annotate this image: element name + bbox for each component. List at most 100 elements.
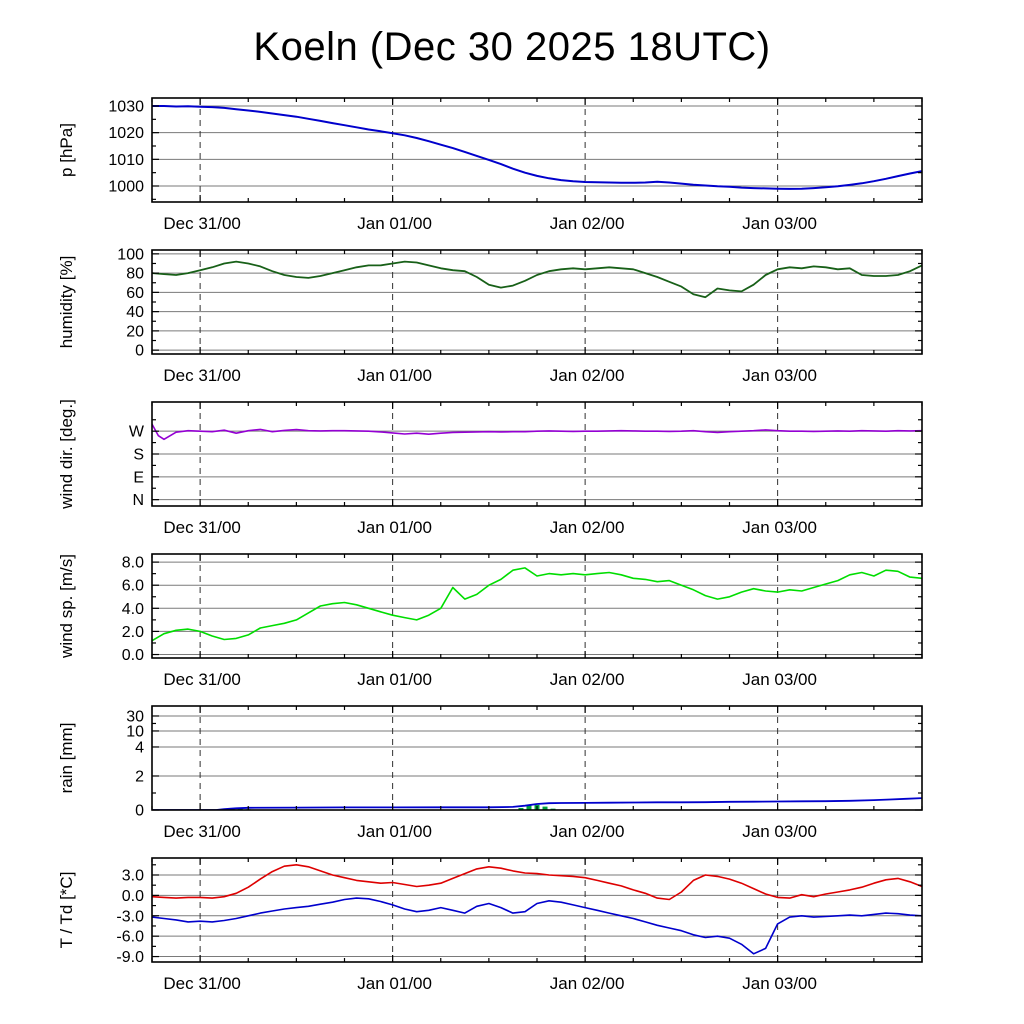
x-tick-label: Dec 31/00 (163, 670, 241, 689)
y-tick-label: W (129, 424, 145, 441)
wind-direction-line (152, 423, 922, 441)
y-tick-label: 0 (135, 803, 144, 820)
y-axis-label: T / Td [*C] (57, 872, 76, 949)
axis-labels: 0.0 2.0 4.0 6.0 8.0 Dec 31/00 Jan 01/00 Jan 02/… (57, 554, 817, 689)
x-tick-label: Jan 03/00 (742, 670, 817, 689)
y-tick-label: 0.0 (122, 647, 144, 664)
gridlines (152, 402, 922, 506)
wind-speed-panel: 0.0 2.0 4.0 6.0 8.0 Dec 31/00 Jan 01/00 Jan 02/… (57, 553, 923, 689)
x-tick-label: Jan 03/00 (742, 518, 817, 537)
gridlines (152, 250, 922, 354)
x-tick-label: Jan 03/00 (742, 366, 817, 385)
charts-container: 1000 1010 1020 1030 Dec 31/00 Jan 01/00 Jan 02… (0, 94, 1024, 1006)
y-tick-label: 2.0 (122, 624, 144, 641)
x-tick-label: Jan 02/00 (550, 822, 625, 841)
y-tick-label: 6.0 (122, 578, 144, 595)
plot-frame (151, 705, 923, 811)
plot-frame (151, 553, 923, 659)
series-layer (152, 260, 922, 299)
x-tick-label: Jan 02/00 (550, 974, 625, 993)
y-tick-label: -3.0 (116, 908, 144, 925)
rain-hourly-bar (542, 806, 548, 810)
y-tick-label: 0 (135, 343, 144, 360)
y-axis-label: wind dir. [deg.] (57, 399, 76, 510)
y-tick-label: 2 (135, 768, 144, 785)
y-tick-label: 20 (126, 323, 144, 340)
y-tick-label: E (133, 469, 144, 486)
y-axis-label: rain [mm] (57, 723, 76, 794)
x-tick-label: Dec 31/00 (163, 214, 241, 233)
axis-labels: 3.0 0.0 -3.0 -6.0 -9.0 Dec 31/00 Jan 01/00 Jan … (57, 867, 817, 993)
tick-marks (151, 554, 923, 658)
tick-marks (151, 858, 923, 962)
plot-frame (151, 249, 923, 355)
axis-labels: 0 20 40 60 80 100 Dec 31/00 Jan 01/00 Jan 02/00 J… (57, 246, 817, 385)
x-tick-label: Jan 01/00 (357, 366, 432, 385)
x-tick-label: Dec 31/00 (163, 822, 241, 841)
y-tick-label: 60 (126, 285, 144, 302)
series-layer (152, 423, 922, 441)
x-tick-label: Jan 02/00 (550, 670, 625, 689)
humidity-line (152, 260, 922, 299)
gridlines (152, 98, 922, 202)
pressure-panel: 1000 1010 1020 1030 Dec 31/00 Jan 01/00 Jan 02… (57, 97, 923, 234)
y-tick-label: 100 (117, 246, 144, 263)
tick-marks (151, 402, 923, 506)
x-tick-label: Jan 01/00 (357, 214, 432, 233)
y-axis-label: wind sp. [m/s] (57, 554, 76, 659)
y-tick-label: 1000 (108, 179, 144, 196)
y-tick-label: 8.0 (122, 555, 144, 572)
temperature-line (152, 864, 922, 901)
title-area: Koeln (Dec 30 2025 18UTC) (0, 0, 1024, 94)
x-tick-label: Jan 03/00 (742, 974, 817, 993)
x-tick-label: Jan 01/00 (357, 518, 432, 537)
y-tick-label: 1030 (108, 99, 144, 116)
x-tick-label: Dec 31/00 (163, 366, 241, 385)
y-tick-label: -6.0 (116, 929, 144, 946)
x-tick-label: Jan 01/00 (357, 670, 432, 689)
rain-hourly-bar (526, 805, 532, 810)
temperature-dewpoint-panel: 3.0 0.0 -3.0 -6.0 -9.0 Dec 31/00 Jan 01/00 Jan … (57, 857, 923, 993)
series-layer (152, 105, 922, 190)
x-tick-label: Dec 31/00 (163, 518, 241, 537)
gridlines (152, 706, 922, 810)
y-tick-label: 1020 (108, 125, 144, 142)
chart-title: Koeln (Dec 30 2025 18UTC) (253, 24, 771, 69)
x-tick-label: Jan 03/00 (742, 214, 817, 233)
x-tick-label: Jan 03/00 (742, 822, 817, 841)
gridlines (152, 554, 922, 658)
gridlines (152, 858, 922, 962)
y-tick-label: -9.0 (116, 949, 144, 966)
x-tick-label: Jan 01/00 (357, 822, 432, 841)
series-layer (152, 567, 922, 642)
y-tick-label: 4.0 (122, 601, 144, 618)
x-tick-label: Jan 02/00 (550, 214, 625, 233)
y-tick-label: 0.0 (122, 888, 144, 905)
humidity-panel: 0 20 40 60 80 100 Dec 31/00 Jan 01/00 Jan 02/00 J… (57, 246, 923, 385)
tick-marks (151, 98, 923, 202)
y-tick-label: 4 (135, 739, 144, 756)
y-tick-label: 3.0 (122, 867, 144, 884)
x-tick-label: Dec 31/00 (163, 974, 241, 993)
pressure-line (152, 105, 922, 190)
tick-marks (151, 706, 923, 811)
x-tick-label: Jan 01/00 (357, 974, 432, 993)
x-tick-label: Jan 02/00 (550, 366, 625, 385)
wind-speed-line (152, 567, 922, 642)
x-tick-label: Jan 02/00 (550, 518, 625, 537)
y-tick-label: S (133, 447, 144, 464)
y-tick-label: 30 (126, 708, 144, 725)
axis-labels: 1000 1010 1020 1030 Dec 31/00 Jan 01/00 Jan 02… (57, 99, 817, 234)
tick-marks (151, 250, 923, 354)
rain-hourly-bar (518, 807, 524, 810)
dewpoint-line (152, 897, 922, 955)
y-tick-label: 40 (126, 304, 144, 321)
y-tick-label: 1010 (108, 152, 144, 169)
y-tick-label: 80 (126, 266, 144, 283)
series-layer (152, 864, 922, 955)
y-axis-label: p [hPa] (57, 123, 76, 177)
